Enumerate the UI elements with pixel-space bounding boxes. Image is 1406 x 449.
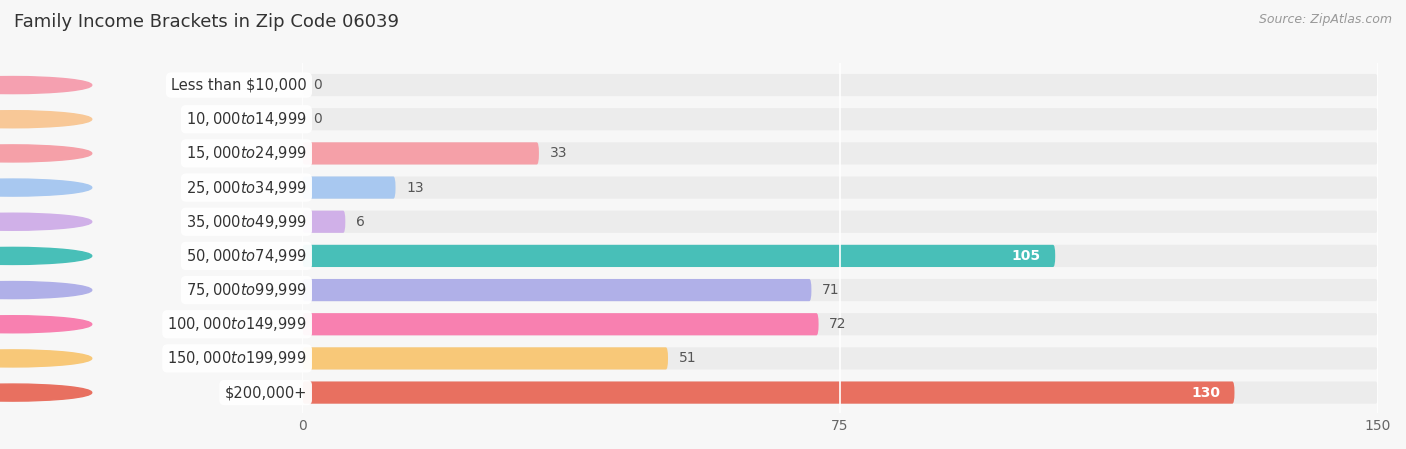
- Text: $75,000 to $99,999: $75,000 to $99,999: [186, 281, 307, 299]
- Text: $150,000 to $199,999: $150,000 to $199,999: [167, 349, 307, 367]
- FancyBboxPatch shape: [302, 74, 1378, 96]
- Text: Family Income Brackets in Zip Code 06039: Family Income Brackets in Zip Code 06039: [14, 13, 399, 31]
- FancyBboxPatch shape: [302, 176, 1378, 198]
- Text: $25,000 to $34,999: $25,000 to $34,999: [186, 179, 307, 197]
- Text: $10,000 to $14,999: $10,000 to $14,999: [186, 110, 307, 128]
- Circle shape: [0, 316, 91, 333]
- Text: 105: 105: [1012, 249, 1040, 263]
- Text: $50,000 to $74,999: $50,000 to $74,999: [186, 247, 307, 265]
- Circle shape: [0, 76, 91, 93]
- Text: 0: 0: [314, 112, 322, 126]
- Circle shape: [0, 282, 91, 299]
- FancyBboxPatch shape: [302, 142, 538, 164]
- FancyBboxPatch shape: [302, 108, 1378, 130]
- Text: $100,000 to $149,999: $100,000 to $149,999: [167, 315, 307, 333]
- FancyBboxPatch shape: [302, 348, 1378, 370]
- FancyBboxPatch shape: [302, 176, 395, 198]
- FancyBboxPatch shape: [302, 313, 818, 335]
- FancyBboxPatch shape: [302, 279, 811, 301]
- Text: 51: 51: [679, 352, 696, 365]
- Text: $35,000 to $49,999: $35,000 to $49,999: [186, 213, 307, 231]
- FancyBboxPatch shape: [302, 245, 1378, 267]
- Text: 130: 130: [1191, 386, 1220, 400]
- FancyBboxPatch shape: [302, 382, 1378, 404]
- Text: 71: 71: [823, 283, 839, 297]
- FancyBboxPatch shape: [302, 142, 1378, 164]
- Circle shape: [0, 350, 91, 367]
- Circle shape: [0, 213, 91, 230]
- Text: 13: 13: [406, 180, 423, 194]
- FancyBboxPatch shape: [302, 382, 1234, 404]
- Text: 6: 6: [356, 215, 366, 229]
- Text: Less than $10,000: Less than $10,000: [172, 78, 307, 92]
- Circle shape: [0, 145, 91, 162]
- Circle shape: [0, 247, 91, 264]
- Circle shape: [0, 384, 91, 401]
- Circle shape: [0, 111, 91, 128]
- Text: Source: ZipAtlas.com: Source: ZipAtlas.com: [1258, 13, 1392, 26]
- Text: 33: 33: [550, 146, 567, 160]
- Text: 0: 0: [314, 78, 322, 92]
- FancyBboxPatch shape: [302, 313, 1378, 335]
- Text: $15,000 to $24,999: $15,000 to $24,999: [186, 145, 307, 163]
- Circle shape: [0, 179, 91, 196]
- FancyBboxPatch shape: [302, 279, 1378, 301]
- FancyBboxPatch shape: [302, 211, 346, 233]
- Text: $200,000+: $200,000+: [225, 385, 307, 400]
- Text: 72: 72: [830, 317, 846, 331]
- FancyBboxPatch shape: [302, 348, 668, 370]
- FancyBboxPatch shape: [302, 211, 1378, 233]
- FancyBboxPatch shape: [302, 245, 1054, 267]
